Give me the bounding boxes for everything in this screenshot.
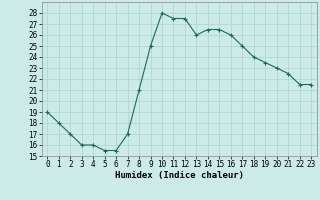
X-axis label: Humidex (Indice chaleur): Humidex (Indice chaleur)	[115, 171, 244, 180]
